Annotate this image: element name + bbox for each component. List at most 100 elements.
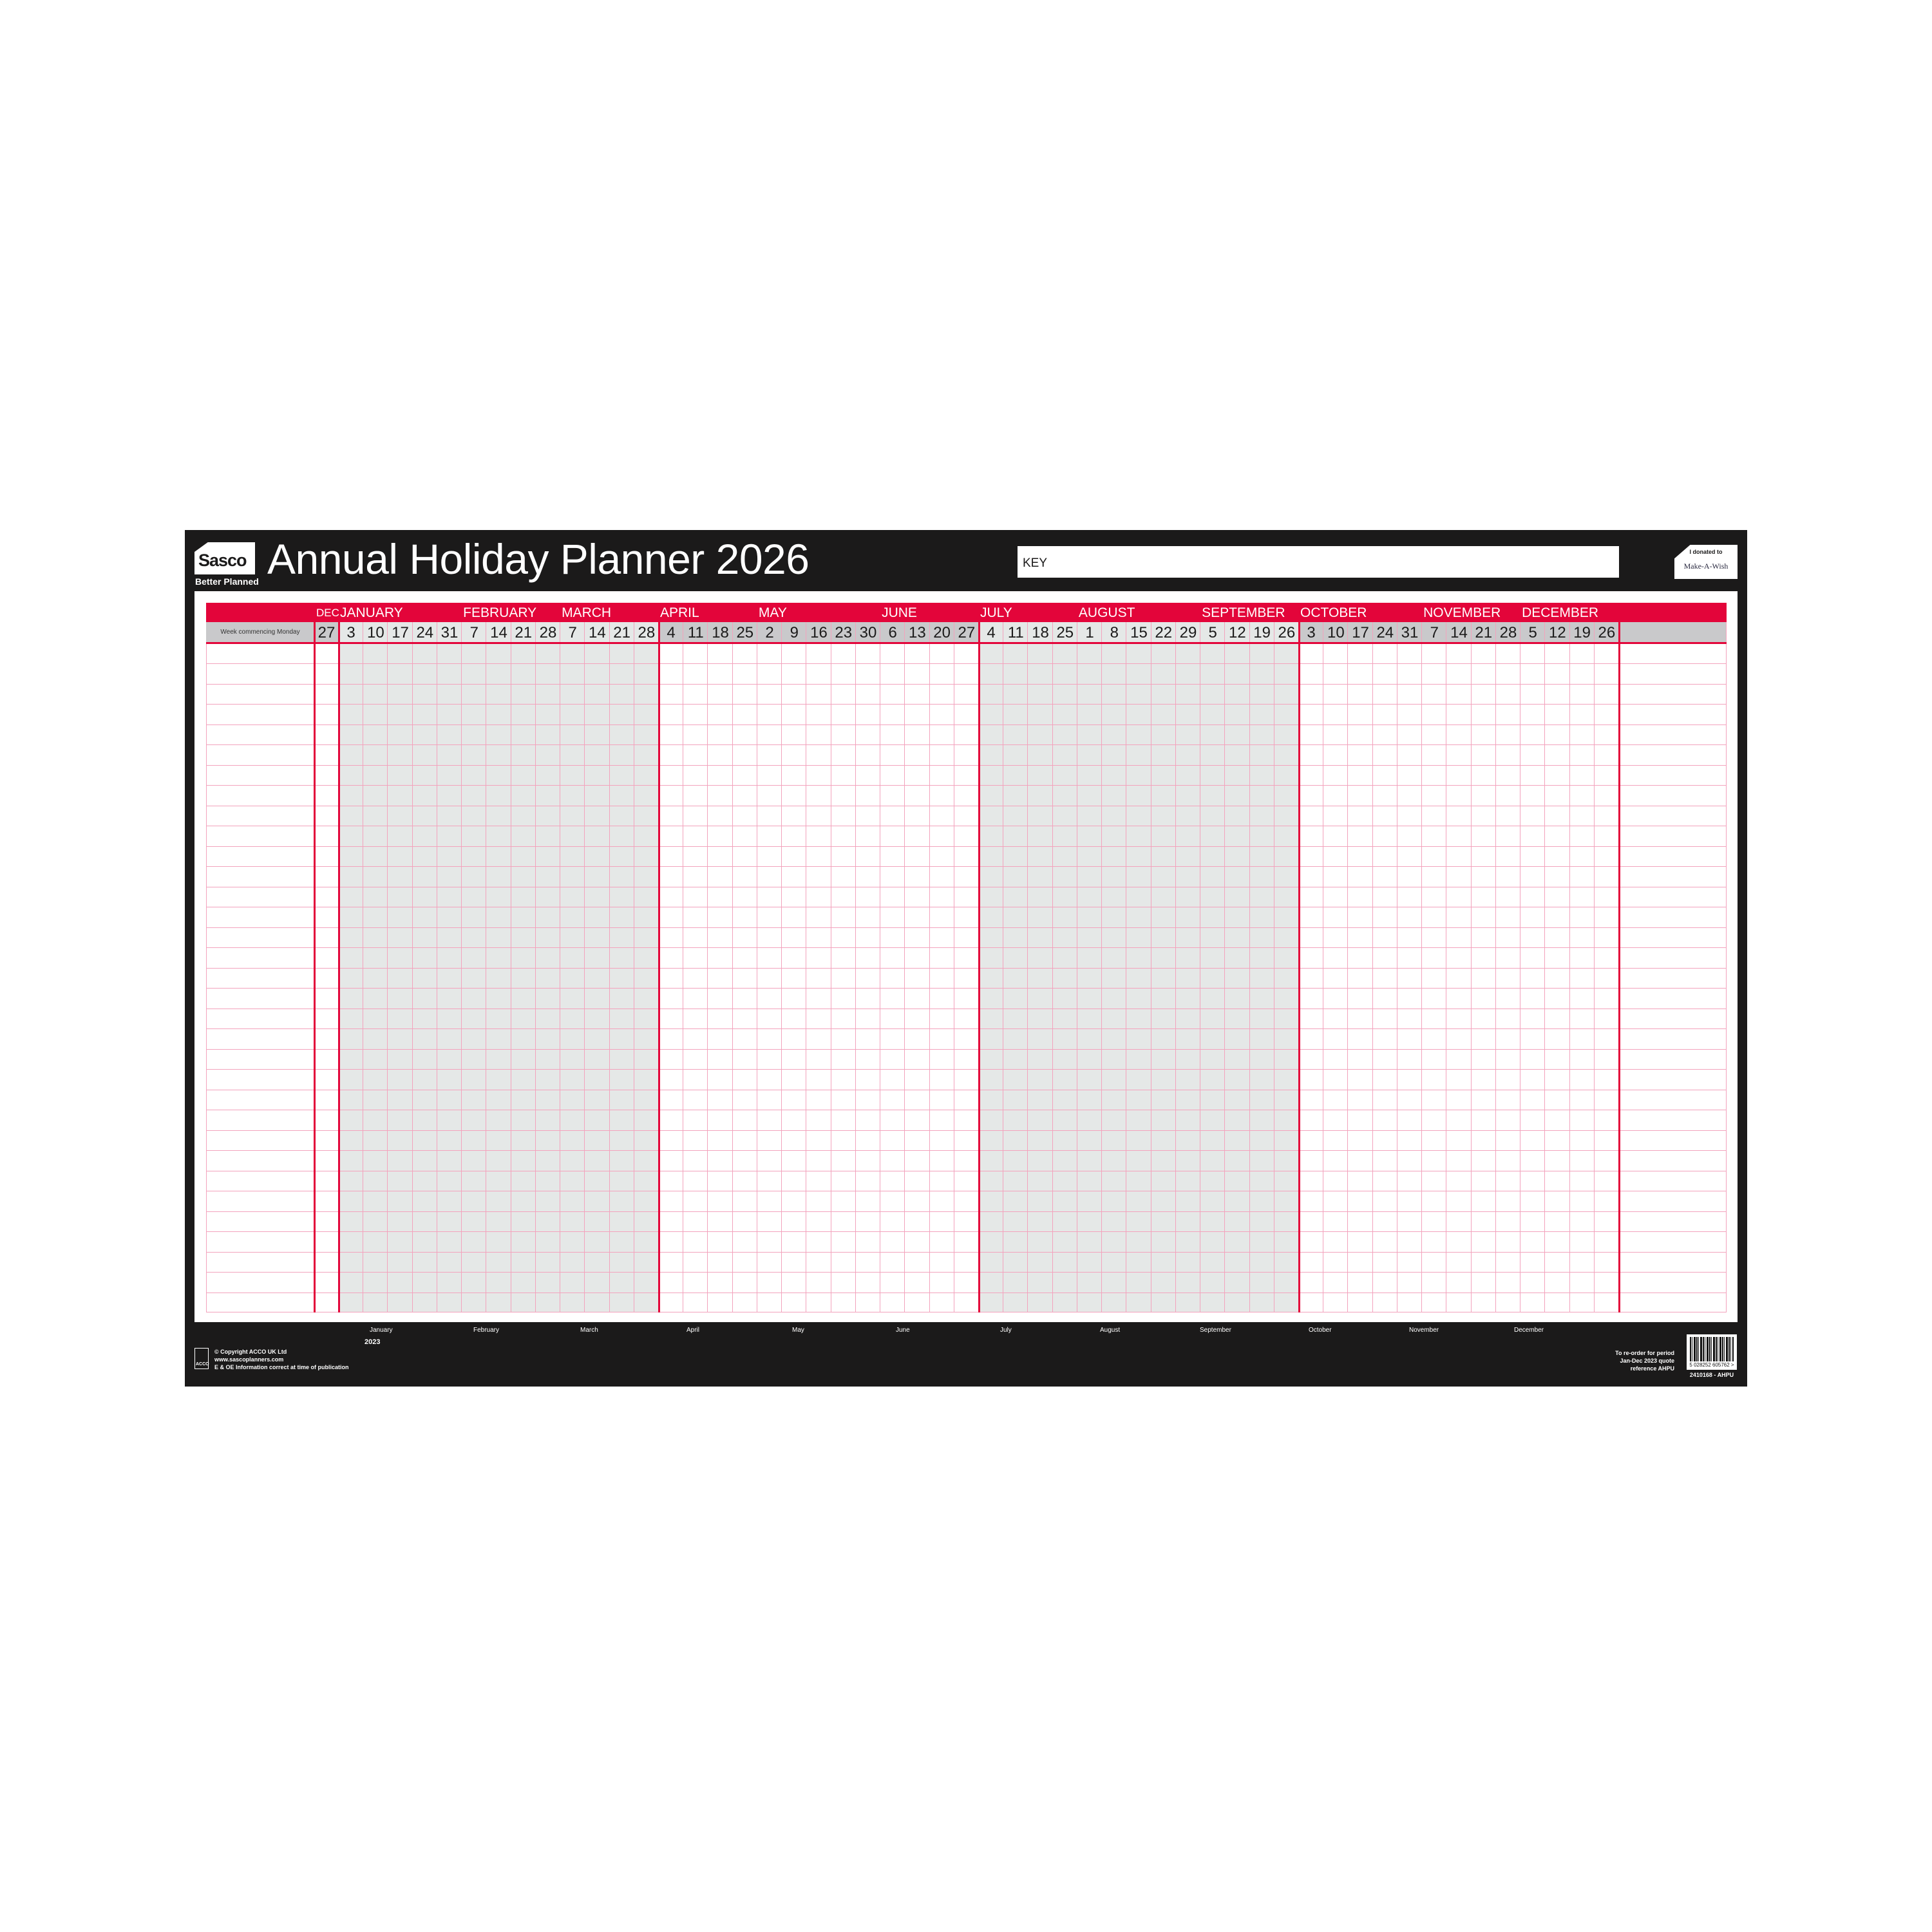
week-column[interactable] (437, 622, 462, 1312)
row-line (206, 663, 1727, 665)
week-number: 1 (1085, 624, 1094, 641)
week-column[interactable] (339, 622, 364, 1312)
week-number: 4 (667, 624, 676, 641)
week-number: 14 (490, 624, 507, 641)
week-column[interactable] (560, 622, 585, 1312)
month-label-june: JUNE (882, 605, 917, 620)
month-header-bar (206, 603, 1727, 622)
copyright-block: © Copyright ACCO UK Ltd www.sascoplanner… (214, 1348, 349, 1371)
week-column[interactable] (979, 622, 1004, 1312)
week-column[interactable] (1003, 622, 1028, 1312)
week-number: 7 (469, 624, 478, 641)
week-column[interactable] (1422, 622, 1447, 1312)
week-column[interactable] (1249, 622, 1274, 1312)
week-column[interactable] (930, 622, 954, 1312)
month-label-march: MARCH (562, 605, 612, 620)
week-number: 12 (1549, 624, 1566, 641)
week-number: 23 (835, 624, 853, 641)
week-column[interactable] (1151, 622, 1176, 1312)
week-column[interactable] (1397, 622, 1423, 1312)
week-column[interactable] (511, 622, 536, 1312)
week-column[interactable] (683, 622, 708, 1312)
barcode-number: 5 028252 605762 > (1689, 1362, 1734, 1368)
week-number: 25 (1056, 624, 1074, 641)
week-number: 4 (987, 624, 996, 641)
row-line (206, 1048, 1727, 1050)
website-link[interactable]: www.sascoplanners.com (214, 1356, 284, 1363)
acco-logo: ACCO (194, 1348, 209, 1369)
week-column[interactable] (363, 622, 388, 1312)
footer-month-label: August (1100, 1327, 1121, 1334)
week-column[interactable] (1200, 622, 1226, 1312)
week-column[interactable] (1570, 622, 1595, 1312)
week-column[interactable] (1126, 622, 1151, 1312)
row-line (206, 1069, 1727, 1070)
row-line (206, 683, 1727, 685)
week-number: 19 (1253, 624, 1271, 641)
key-box[interactable]: KEY (1018, 546, 1619, 578)
row-line (206, 927, 1727, 928)
week-column[interactable] (1323, 622, 1349, 1312)
month-label-april: APRIL (660, 605, 699, 620)
week-number: 28 (1499, 624, 1517, 641)
week-column[interactable] (388, 622, 413, 1312)
week-column[interactable] (486, 622, 511, 1312)
week-column[interactable] (1299, 622, 1324, 1312)
week-column[interactable] (1446, 622, 1472, 1312)
page-title: Annual Holiday Planner 2026 (267, 535, 810, 583)
week-column[interactable] (1052, 622, 1077, 1312)
barcode: 5 028252 605762 > (1687, 1334, 1737, 1370)
row-line (206, 1130, 1727, 1131)
week-column[interactable] (733, 622, 757, 1312)
week-column[interactable] (412, 622, 437, 1312)
week-column[interactable] (905, 622, 930, 1312)
week-number: 5 (1528, 624, 1537, 641)
week-column[interactable] (708, 622, 733, 1312)
week-column[interactable] (831, 622, 856, 1312)
week-number: 13 (909, 624, 926, 641)
footer-year: 2023 (365, 1338, 381, 1346)
week-column[interactable] (806, 622, 831, 1312)
week-column[interactable] (1373, 622, 1397, 1312)
week-column[interactable] (659, 622, 684, 1312)
week-number: 19 (1573, 624, 1591, 641)
quarter-divider (313, 603, 316, 1312)
week-column[interactable] (1472, 622, 1496, 1312)
week-column[interactable] (1348, 622, 1373, 1312)
footer-month-label: March (580, 1327, 598, 1334)
week-column[interactable] (1077, 622, 1103, 1312)
reorder-info: To re-order for period Jan-Dec 2023 quot… (1546, 1349, 1674, 1372)
week-number: 31 (1401, 624, 1419, 641)
quarter-divider (658, 603, 660, 1312)
week-column[interactable] (1028, 622, 1053, 1312)
week-column[interactable] (1102, 622, 1127, 1312)
month-label-october: OCTOBER (1300, 605, 1367, 620)
week-column[interactable] (880, 622, 905, 1312)
week-number: 20 (933, 624, 951, 641)
week-number: 7 (1430, 624, 1439, 641)
week-number: 27 (958, 624, 976, 641)
week-column[interactable] (535, 622, 561, 1312)
week-column[interactable] (1545, 622, 1570, 1312)
week-number: 11 (687, 624, 704, 641)
row-line (206, 967, 1727, 969)
week-column[interactable] (462, 622, 487, 1312)
week-number: 31 (440, 624, 459, 641)
sasco-logo: Sasco (194, 542, 255, 574)
week-column[interactable] (1520, 622, 1546, 1312)
footer-month-label: December (1514, 1327, 1544, 1334)
week-column[interactable] (1175, 622, 1201, 1312)
week-number: 24 (1376, 624, 1394, 641)
week-column[interactable] (1225, 622, 1250, 1312)
week-column[interactable] (856, 622, 881, 1312)
row-line (206, 1251, 1727, 1253)
week-column[interactable] (1496, 622, 1521, 1312)
planner-grid[interactable] (206, 643, 1727, 1312)
week-number: 10 (1327, 624, 1345, 641)
week-column[interactable] (609, 622, 634, 1312)
disclaimer: E & OE Information correct at time of pu… (214, 1364, 349, 1370)
week-column[interactable] (585, 622, 610, 1312)
week-column[interactable] (782, 622, 807, 1312)
brand-text: Sasco (198, 551, 247, 570)
week-column[interactable] (757, 622, 782, 1312)
